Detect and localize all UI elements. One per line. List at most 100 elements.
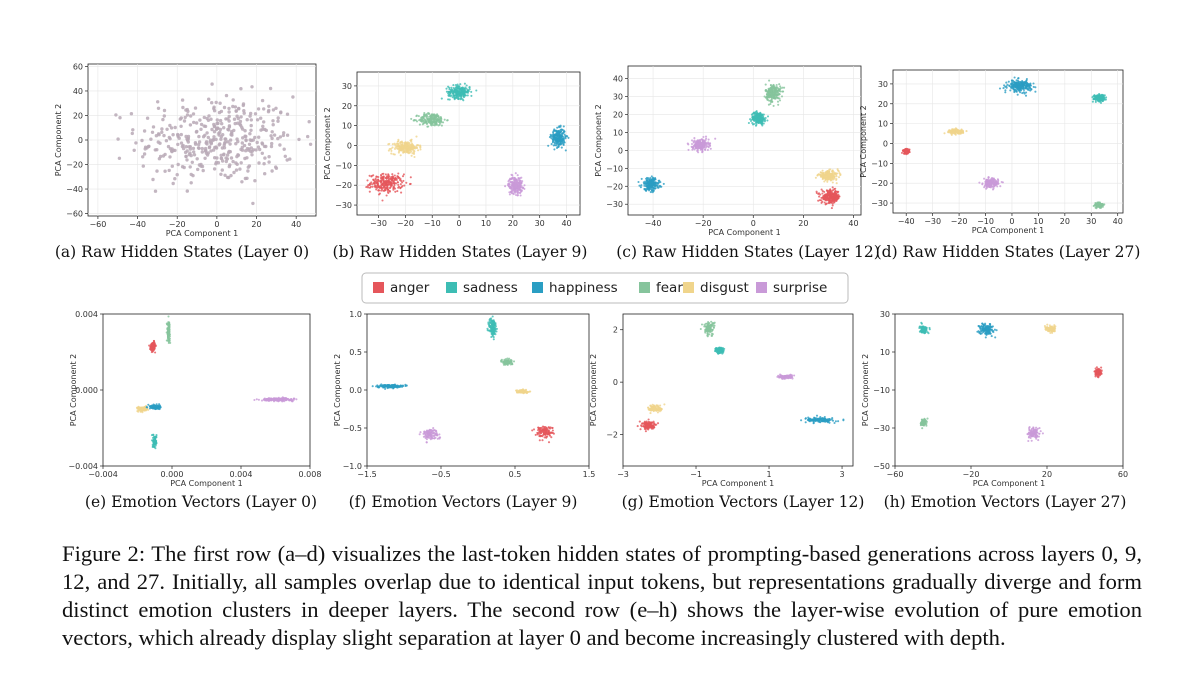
data-point: [475, 89, 478, 92]
data-point: [191, 112, 196, 116]
data-point: [518, 184, 522, 187]
data-point: [758, 116, 761, 119]
data-point: [560, 128, 563, 131]
panel-caption: (b) Raw Hidden States (Layer 9): [333, 243, 588, 261]
data-point: [402, 173, 405, 176]
data-point: [145, 408, 148, 411]
data-point: [153, 189, 158, 193]
panel-caption: (a) Raw Hidden States (Layer 0): [55, 243, 309, 261]
y-tick-label: −30: [335, 201, 352, 210]
data-point: [512, 182, 515, 185]
data-point: [696, 149, 699, 153]
data-point: [195, 157, 199, 161]
data-point: [706, 148, 709, 152]
data-point: [522, 186, 525, 189]
x-tick-label: −40: [898, 217, 915, 226]
data-point: [374, 186, 377, 189]
data-point: [371, 183, 374, 186]
data-point: [430, 124, 433, 127]
data-point: [825, 170, 828, 173]
y-tick-label: −30: [606, 200, 623, 209]
data-point: [1105, 96, 1108, 99]
data-point: [419, 145, 422, 148]
data-point: [282, 131, 286, 135]
data-point: [421, 123, 424, 126]
data-point: [166, 332, 169, 335]
data-point: [227, 124, 232, 128]
data-point: [562, 143, 565, 147]
data-point: [391, 143, 394, 146]
data-point: [459, 98, 462, 101]
data-point: [210, 82, 214, 86]
data-point: [271, 108, 276, 112]
data-point: [560, 146, 563, 149]
data-point: [465, 87, 468, 90]
data-point: [704, 139, 707, 142]
data-point: [230, 131, 234, 135]
data-point: [836, 168, 839, 171]
data-point: [1006, 83, 1009, 86]
data-point: [410, 117, 413, 120]
data-point: [395, 178, 398, 182]
data-point: [779, 87, 782, 90]
y-tick-label: −10: [871, 159, 888, 168]
data-point: [470, 94, 473, 97]
data-point: [397, 138, 400, 141]
data-point: [396, 175, 399, 178]
data-point: [1094, 96, 1097, 99]
series-surprise: [686, 135, 717, 154]
data-point: [167, 339, 170, 342]
data-point: [560, 139, 563, 142]
data-point: [837, 195, 841, 198]
data-point: [219, 172, 223, 176]
data-point: [389, 147, 393, 150]
data-point: [654, 187, 657, 190]
data-point: [224, 117, 228, 121]
data-point: [452, 87, 455, 90]
data-point: [1021, 87, 1024, 90]
data-point: [209, 141, 214, 145]
data-point: [134, 141, 138, 145]
data-point: [829, 173, 832, 176]
data-point: [993, 184, 996, 187]
data-point: [1008, 84, 1011, 87]
data-point: [402, 150, 405, 154]
data-point: [645, 179, 649, 182]
data-point: [647, 178, 651, 181]
data-point: [510, 173, 513, 176]
data-point: [203, 156, 207, 160]
data-point: [387, 149, 390, 152]
data-point: [1019, 83, 1022, 86]
data-point: [391, 146, 394, 149]
data-point: [557, 135, 560, 138]
data-point: [754, 116, 758, 119]
data-point: [372, 179, 375, 182]
data-point: [747, 121, 750, 125]
data-point: [772, 104, 775, 107]
data-point: [707, 141, 710, 144]
data-point: [508, 191, 511, 194]
data-point: [249, 118, 253, 122]
data-point: [436, 117, 439, 121]
data-point: [448, 98, 451, 101]
data-point: [202, 124, 206, 128]
data-point: [552, 130, 555, 133]
data-point: [768, 88, 771, 91]
x-tick-label: 40: [848, 219, 858, 228]
data-point: [411, 142, 414, 145]
data-point: [779, 90, 782, 93]
data-point: [234, 142, 238, 146]
data-point: [170, 149, 174, 154]
data-point: [217, 133, 221, 137]
data-point: [278, 135, 283, 139]
data-point: [409, 176, 412, 179]
data-point: [466, 90, 469, 93]
data-point: [243, 134, 247, 138]
data-point: [189, 153, 193, 158]
y-tick-label: −20: [871, 179, 888, 188]
data-point: [240, 141, 244, 145]
data-point: [654, 183, 657, 186]
data-point: [517, 177, 520, 180]
data-point: [171, 181, 175, 186]
